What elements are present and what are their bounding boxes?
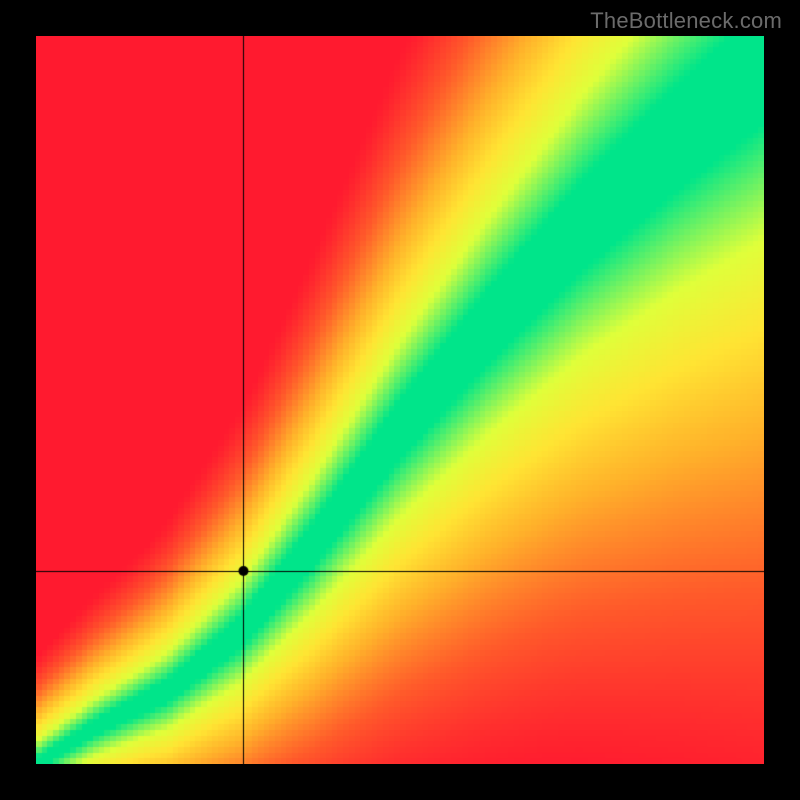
watermark-text: TheBottleneck.com xyxy=(590,8,782,34)
bottleneck-heatmap xyxy=(36,36,764,764)
